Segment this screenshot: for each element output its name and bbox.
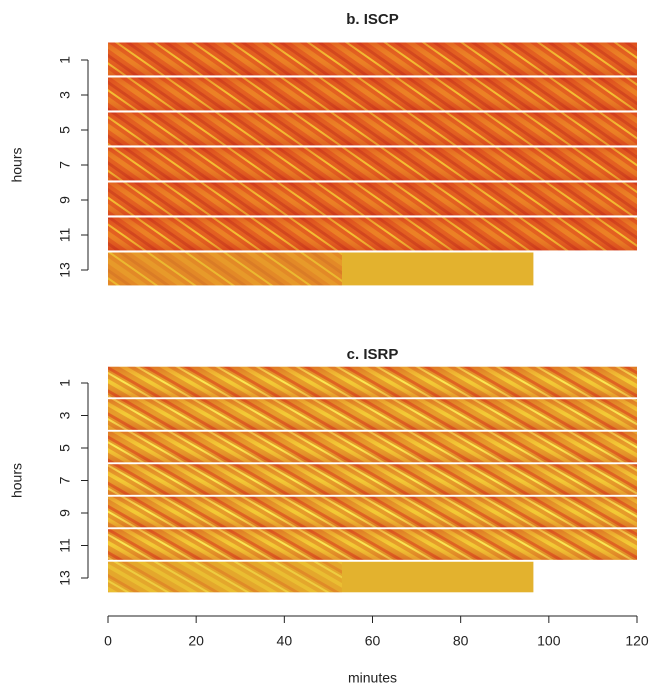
heatmap-band-shade [108, 182, 637, 216]
y-tick-label: 13 [57, 262, 73, 278]
x-tick-label: 0 [104, 633, 112, 649]
y-tick-label: 1 [57, 379, 73, 387]
y-tick-label: 11 [57, 228, 73, 243]
x-tick-label: 80 [453, 633, 469, 649]
heatmap-band-shade [108, 42, 637, 76]
y-tick-label: 9 [57, 509, 73, 517]
y-tick-label: 9 [57, 196, 73, 204]
heatmap-band-shade [108, 77, 637, 111]
y-tick-label: 5 [57, 444, 73, 452]
heatmap-band-shade [108, 112, 637, 146]
y-axis-label: hours [9, 147, 25, 182]
y-tick-label: 3 [57, 91, 73, 99]
y-axis-label: hours [9, 463, 25, 498]
y-tick-label: 11 [57, 538, 73, 553]
heatmap-band-shade [108, 217, 637, 251]
heatmap-band-texture [108, 252, 342, 286]
y-tick-label: 1 [57, 56, 73, 64]
heatmap-band-shade [108, 464, 637, 495]
chart-title: c. ISRP [347, 346, 399, 363]
heatmap-band-shade [108, 529, 637, 560]
chart-title: b. ISCP [346, 11, 399, 28]
heatmap-band-shade [108, 431, 637, 463]
x-tick-label: 40 [277, 633, 293, 649]
heatmap-band-shade [108, 366, 637, 398]
y-tick-label: 7 [57, 161, 73, 169]
x-tick-label: 100 [537, 633, 561, 649]
heatmap-band-shade [108, 399, 637, 430]
heatmap-band-shade [108, 147, 637, 181]
x-tick-label: 60 [365, 633, 381, 649]
y-tick-label: 7 [57, 476, 73, 484]
y-tick-label: 13 [57, 570, 73, 586]
heatmap-band-texture [108, 561, 342, 593]
y-tick-label: 5 [57, 126, 73, 134]
heatmap-band-shade [108, 496, 637, 528]
y-tick-label: 3 [57, 411, 73, 419]
x-axis-label: minutes [348, 670, 397, 686]
x-tick-label: 120 [625, 633, 649, 649]
x-tick-label: 20 [188, 633, 204, 649]
